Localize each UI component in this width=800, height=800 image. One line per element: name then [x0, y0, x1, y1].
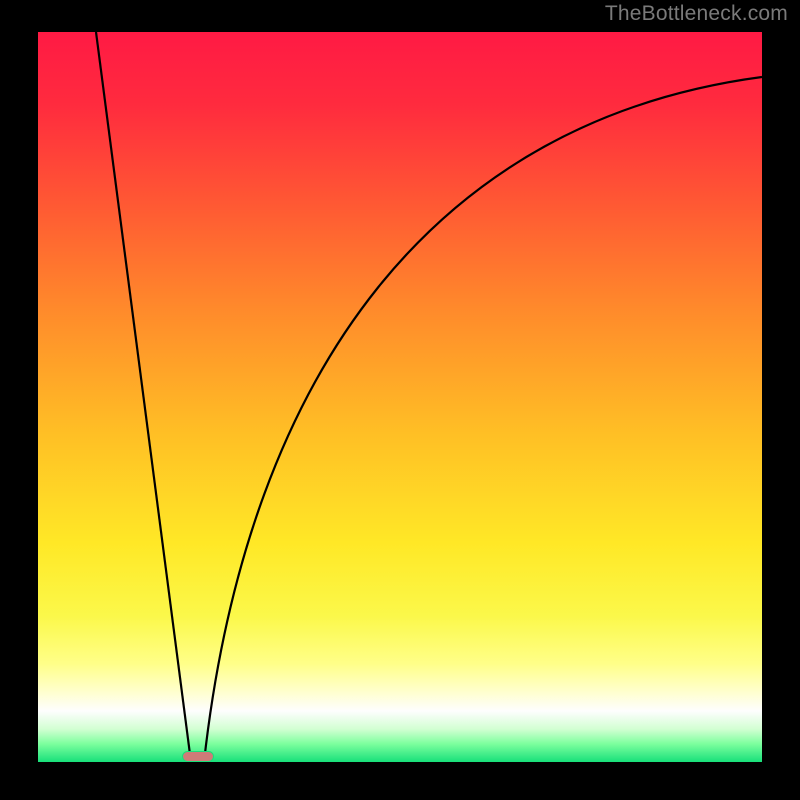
plot-background — [38, 32, 762, 762]
bottleneck-marker — [182, 751, 214, 762]
chart-stage: TheBottleneck.com — [0, 0, 800, 800]
watermark-text: TheBottleneck.com — [605, 2, 788, 26]
bottleneck-plot — [38, 32, 762, 762]
